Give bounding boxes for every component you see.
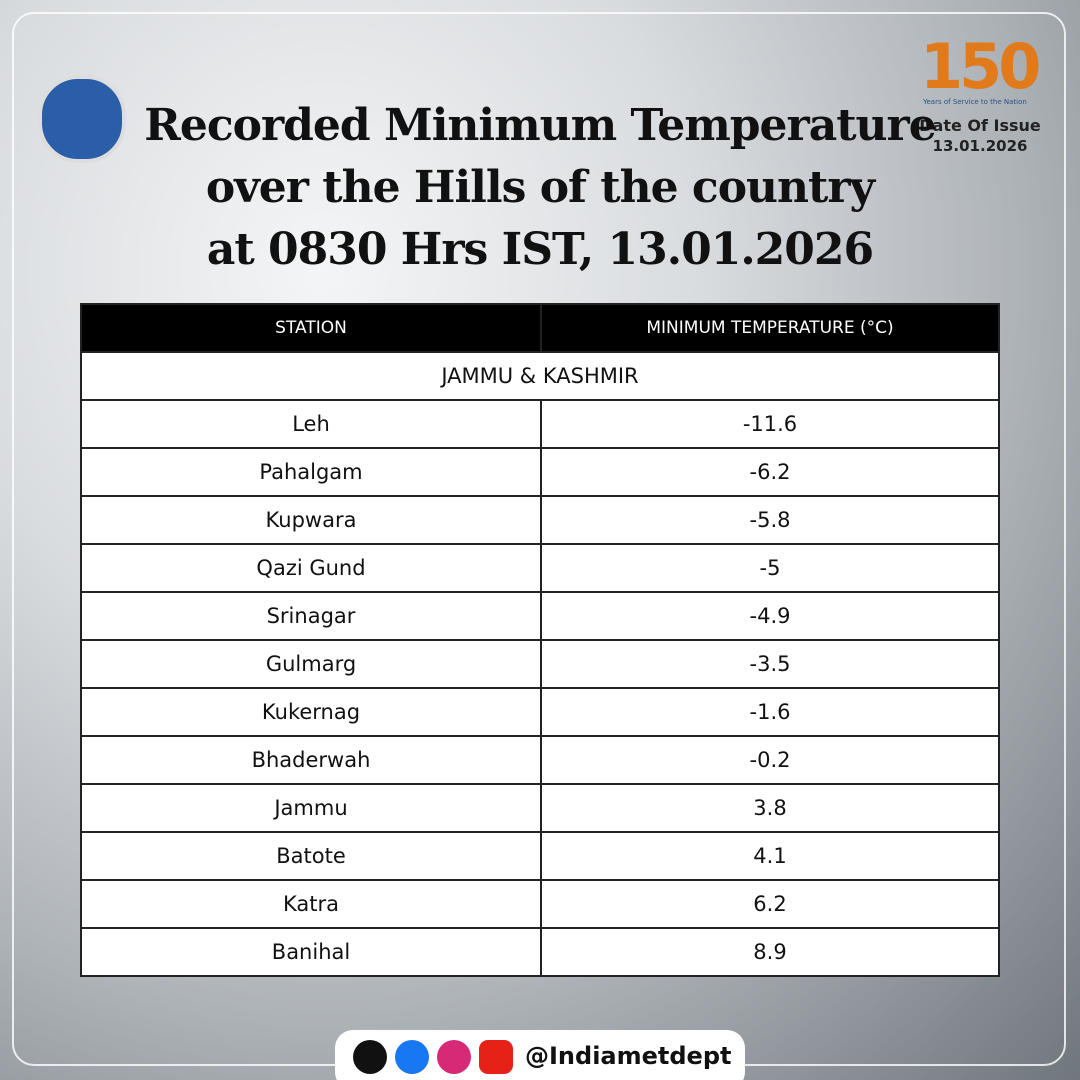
imd-emblem: [38, 75, 126, 163]
station-row: Kupwara -5.8: [80, 495, 1000, 545]
station-name: Bhaderwah: [80, 735, 542, 785]
anniversary-tagline: Years of Service to the Nation: [923, 98, 1027, 106]
station-row: Leh -11.6: [80, 399, 1000, 449]
station-name: Katra: [80, 879, 542, 929]
column-header: MINIMUM TEMPERATURE (°C): [540, 303, 1000, 353]
temperature: 8.9: [540, 927, 1000, 977]
station-row: Jammu 3.8: [80, 783, 1000, 833]
station-row: Katra 6.2: [80, 879, 1000, 929]
station-row: Banihal 8.9: [80, 927, 1000, 977]
temperature: -5.8: [540, 495, 1000, 545]
issue-date: 13.01.2026: [932, 137, 1028, 155]
station-row: Batote 4.1: [80, 831, 1000, 881]
station-name: Batote: [80, 831, 542, 881]
station-row: Bhaderwah -0.2: [80, 735, 1000, 785]
x-icon[interactable]: [353, 1040, 387, 1074]
temperature: -3.5: [540, 639, 1000, 689]
region-name: JAMMU & KASHMIR: [80, 351, 1000, 401]
title-line: Recorded Minimum Temperature: [144, 100, 936, 151]
station-name: Pahalgam: [80, 447, 542, 497]
youtube-icon[interactable]: [479, 1040, 513, 1074]
temperature: -1.6: [540, 687, 1000, 737]
station-name: Banihal: [80, 927, 542, 977]
social-handle: @Indiametdept: [525, 1042, 732, 1070]
temperature: 6.2: [540, 879, 1000, 929]
station-row: Pahalgam -6.2: [80, 447, 1000, 497]
station-name: Srinagar: [80, 591, 542, 641]
temperature: -0.2: [540, 735, 1000, 785]
facebook-icon[interactable]: [395, 1040, 429, 1074]
station-name: Kupwara: [80, 495, 542, 545]
temperature: 3.8: [540, 783, 1000, 833]
title-line: at 0830 Hrs IST, 13.01.2026: [206, 224, 874, 275]
station-row: Srinagar -4.9: [80, 591, 1000, 641]
station-row: Gulmarg -3.5: [80, 639, 1000, 689]
column-header: STATION: [80, 303, 542, 353]
station-name: Jammu: [80, 783, 542, 833]
table-body: JAMMU & KASHMIR Leh -11.6 Pahalgam -6.2 Kupw…: [80, 351, 1000, 977]
instagram-icon[interactable]: [437, 1040, 471, 1074]
temperature: -11.6: [540, 399, 1000, 449]
anniversary-logo: 150: [920, 30, 1041, 103]
station-name: Leh: [80, 399, 542, 449]
station-row: Kukernag -1.6: [80, 687, 1000, 737]
temperature: 4.1: [540, 831, 1000, 881]
temperature-table: STATION MINIMUM TEMPERATURE (°C) JAMMU &…: [80, 303, 1000, 977]
temperature: -4.9: [540, 591, 1000, 641]
station-name: Kukernag: [80, 687, 542, 737]
social-bar: @Indiametdept: [335, 1030, 745, 1080]
station-name: Gulmarg: [80, 639, 542, 689]
issue-label: Date Of Issue: [919, 116, 1041, 135]
station-row: Qazi Gund -5: [80, 543, 1000, 593]
title-line: over the Hills of the country: [205, 162, 875, 213]
header-row: STATION MINIMUM TEMPERATURE (°C): [80, 303, 1000, 353]
region-row: JAMMU & KASHMIR: [80, 351, 1000, 401]
temperature: -6.2: [540, 447, 1000, 497]
temperature: -5: [540, 543, 1000, 593]
station-name: Qazi Gund: [80, 543, 542, 593]
